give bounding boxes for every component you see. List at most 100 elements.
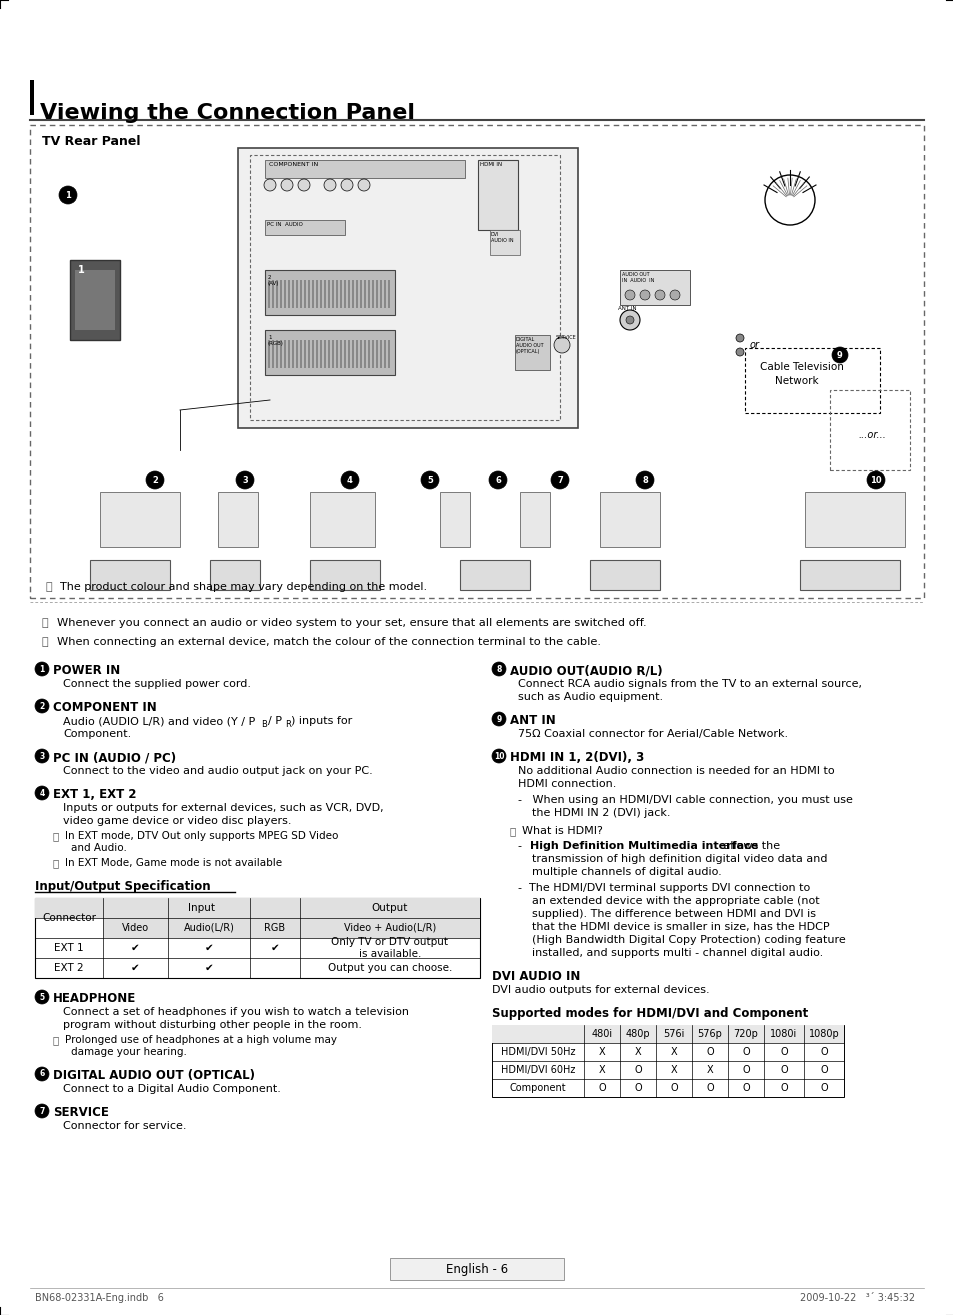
Text: X: X <box>598 1065 604 1074</box>
Text: 1080i: 1080i <box>770 1030 797 1039</box>
Circle shape <box>35 700 49 713</box>
Text: 10: 10 <box>869 476 881 484</box>
Text: Connect RCA audio signals from the TV to an external source,: Connect RCA audio signals from the TV to… <box>517 679 862 689</box>
Bar <box>319 341 322 368</box>
Text: High Definition Multimedia interface: High Definition Multimedia interface <box>530 842 758 851</box>
Circle shape <box>35 1105 49 1118</box>
Circle shape <box>340 179 353 191</box>
Text: 1: 1 <box>78 266 85 275</box>
Text: R: R <box>285 721 291 729</box>
Text: 2
(AV): 2 (AV) <box>268 275 279 285</box>
Bar <box>288 341 290 368</box>
Circle shape <box>489 471 506 489</box>
Text: B: B <box>261 721 267 729</box>
Text: damage your hearing.: damage your hearing. <box>71 1047 187 1057</box>
Text: Ⓝ: Ⓝ <box>510 826 516 836</box>
Circle shape <box>35 750 49 763</box>
Bar <box>30 80 34 114</box>
Bar <box>375 341 377 368</box>
Bar <box>312 341 314 368</box>
Text: ...or...: ...or... <box>857 430 885 441</box>
Bar <box>312 280 314 308</box>
Text: Inputs or outputs for external devices, such as VCR, DVD,: Inputs or outputs for external devices, … <box>63 803 383 813</box>
Circle shape <box>281 179 293 191</box>
Text: program without disturbing other people in the room.: program without disturbing other people … <box>63 1020 361 1030</box>
Text: 4: 4 <box>39 789 45 797</box>
Bar <box>265 220 345 235</box>
Text: DIGITAL
AUDIO OUT
(OPTICAL): DIGITAL AUDIO OUT (OPTICAL) <box>516 337 543 354</box>
Text: -: - <box>517 842 529 851</box>
Bar <box>519 492 550 547</box>
Text: O: O <box>820 1084 827 1093</box>
Bar <box>599 492 659 547</box>
Bar <box>328 280 330 308</box>
Text: 75Ω Coaxial connector for Aerial/Cable Network.: 75Ω Coaxial connector for Aerial/Cable N… <box>517 729 787 739</box>
Circle shape <box>831 347 847 363</box>
Bar <box>280 280 282 308</box>
Text: supplied). The difference between HDMI and DVI is: supplied). The difference between HDMI a… <box>532 909 815 919</box>
Bar <box>515 335 550 370</box>
Text: HDMI connection.: HDMI connection. <box>517 778 616 789</box>
Text: No additional Audio connection is needed for an HDMI to: No additional Audio connection is needed… <box>517 767 834 776</box>
Circle shape <box>639 291 649 300</box>
Text: Connector: Connector <box>42 913 96 923</box>
Bar <box>390 1258 563 1279</box>
Text: EXT 2: EXT 2 <box>54 963 84 973</box>
Text: O: O <box>780 1065 787 1074</box>
Circle shape <box>492 711 505 726</box>
Bar <box>359 280 361 308</box>
Circle shape <box>669 291 679 300</box>
Text: Video + Audio(L/R): Video + Audio(L/R) <box>343 923 436 934</box>
Text: 720p: 720p <box>733 1030 758 1039</box>
Bar <box>490 230 519 255</box>
Text: Cable Television: Cable Television <box>760 362 843 372</box>
Text: SERVICE: SERVICE <box>53 1106 109 1119</box>
Circle shape <box>625 316 634 323</box>
Text: O: O <box>741 1047 749 1057</box>
Circle shape <box>340 471 358 489</box>
Text: Whenever you connect an audio or video system to your set, ensure that all eleme: Whenever you connect an audio or video s… <box>57 618 646 629</box>
Text: HEADPHONE: HEADPHONE <box>53 992 136 1005</box>
Text: BN68-02331A-Eng.indb   6: BN68-02331A-Eng.indb 6 <box>35 1293 164 1303</box>
Text: PC IN (AUDIO / PC): PC IN (AUDIO / PC) <box>53 751 176 764</box>
Bar <box>352 280 354 308</box>
Bar <box>319 280 322 308</box>
Text: PC IN  AUDIO: PC IN AUDIO <box>267 222 302 227</box>
Bar <box>292 341 294 368</box>
Text: transmission of high definition digital video data and: transmission of high definition digital … <box>532 853 826 864</box>
Text: -  The HDMI/DVI terminal supports DVI connection to: - The HDMI/DVI terminal supports DVI con… <box>517 882 809 893</box>
Bar <box>35 898 479 978</box>
Bar <box>829 391 909 469</box>
Bar <box>35 898 479 918</box>
Text: AUDIO OUT(AUDIO R/L): AUDIO OUT(AUDIO R/L) <box>510 664 662 677</box>
Circle shape <box>492 661 505 676</box>
Bar <box>804 492 904 547</box>
Circle shape <box>324 179 335 191</box>
Bar <box>335 280 337 308</box>
Text: The product colour and shape may vary depending on the model.: The product colour and shape may vary de… <box>60 583 427 592</box>
Text: multiple channels of digital audio.: multiple channels of digital audio. <box>532 867 721 877</box>
Text: 1: 1 <box>65 191 71 200</box>
Text: O: O <box>820 1065 827 1074</box>
Text: such as Audio equipment.: such as Audio equipment. <box>517 692 662 702</box>
Bar <box>324 280 326 308</box>
Circle shape <box>492 750 505 763</box>
Bar <box>339 280 341 308</box>
Text: O: O <box>820 1047 827 1057</box>
Text: 3: 3 <box>242 476 248 484</box>
Bar <box>589 560 659 590</box>
Bar <box>265 270 395 316</box>
Text: 9: 9 <box>836 351 842 359</box>
Text: TV Rear Panel: TV Rear Panel <box>42 135 140 149</box>
Bar <box>477 160 517 230</box>
Bar <box>339 341 341 368</box>
Text: the HDMI IN 2 (DVI) jack.: the HDMI IN 2 (DVI) jack. <box>532 807 670 818</box>
Text: AUDIO OUT
IN  AUDIO  IN: AUDIO OUT IN AUDIO IN <box>621 272 654 283</box>
Text: Input/Output Specification: Input/Output Specification <box>35 880 211 893</box>
Text: 480i: 480i <box>591 1030 612 1039</box>
Bar <box>310 560 379 590</box>
Text: In EXT Mode, Game mode is not available: In EXT Mode, Game mode is not available <box>65 857 282 868</box>
Circle shape <box>35 786 49 800</box>
Text: COMPONENT IN: COMPONENT IN <box>53 701 156 714</box>
Text: Supported modes for HDMI/DVI and Component: Supported modes for HDMI/DVI and Compone… <box>492 1007 807 1020</box>
